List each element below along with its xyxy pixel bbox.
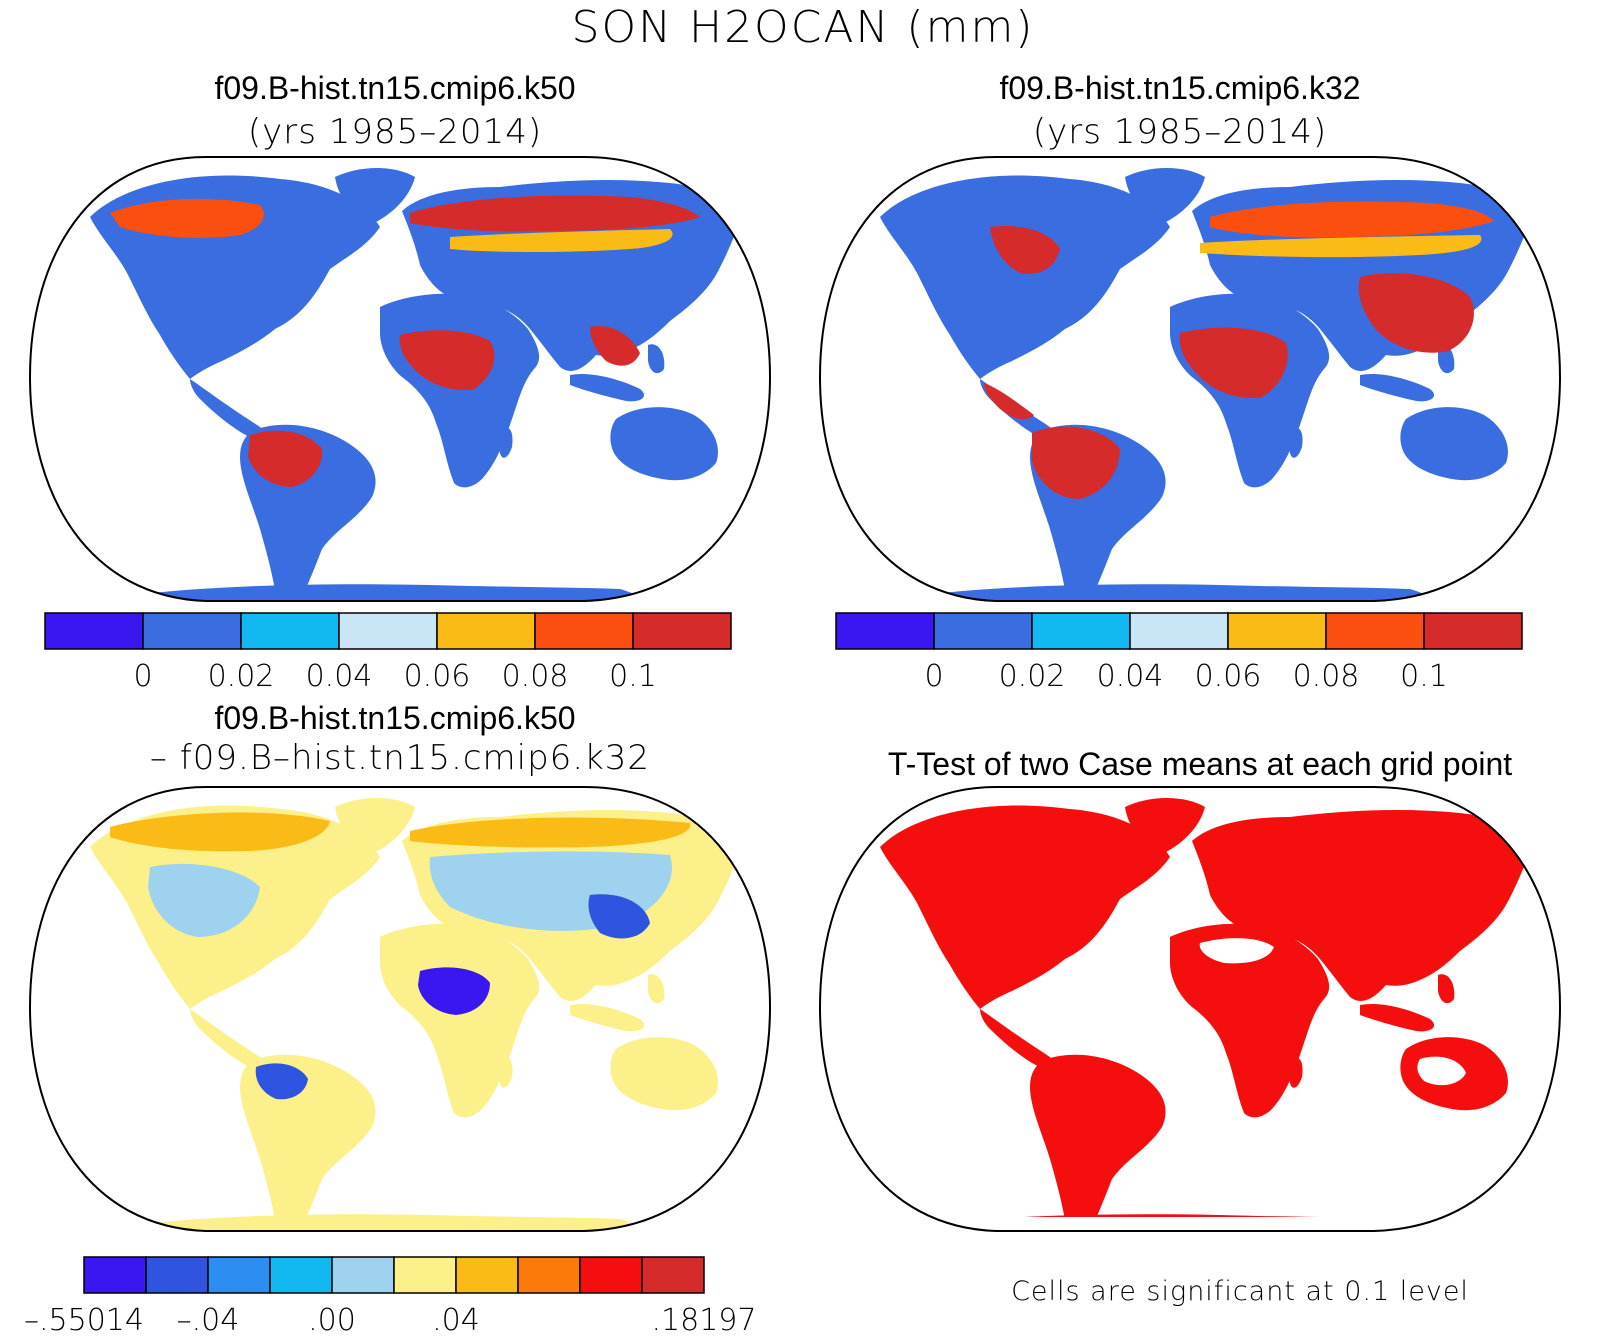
panel1-colorbar-swatch-4 xyxy=(436,612,536,650)
panel3-colorbar-swatch-3 xyxy=(269,1256,333,1294)
panel4-title: T-Test of two Case means at each grid po… xyxy=(887,746,1513,782)
panel3-colorbar-swatch-6 xyxy=(455,1256,519,1294)
panel1-colorbar-label-4: 0.08 xyxy=(502,659,569,694)
panel3-na-blue xyxy=(148,863,260,937)
panel2-eastern-na xyxy=(990,225,1060,274)
panel3-colorbar-label-2: .00 xyxy=(308,1303,356,1336)
panel3-colorbar-swatch-1 xyxy=(145,1256,209,1294)
figure-title: SON H2OCAN (mm) xyxy=(571,2,1035,53)
panel3-colorbar-swatch-8 xyxy=(579,1256,643,1294)
panel2-colorbar-label-4: 0.08 xyxy=(1293,659,1360,694)
panel1-colorbar-swatch-0 xyxy=(44,612,144,650)
panel3-north-amber xyxy=(110,812,330,852)
panel2-colorbar-label-1: 0.02 xyxy=(999,659,1066,694)
panel3-colorbar-label-0: –.55014 xyxy=(24,1303,144,1336)
panel3-colorbar-label-4: .18197 xyxy=(652,1303,757,1336)
panel3-map xyxy=(28,786,772,1232)
panel2-colorbar-swatch-1 xyxy=(933,612,1033,650)
panel2-colorbar-label-5: 0.1 xyxy=(1400,659,1448,694)
panel2-colorbar: 0 0.02 0.04 0.06 0.08 0.1 xyxy=(835,612,1523,694)
panel1-subtitle: (yrs 1985–2014) xyxy=(247,112,543,152)
panel3-colorbar-swatch-7 xyxy=(517,1256,581,1294)
panel3-colorbar-swatch-4 xyxy=(331,1256,395,1294)
panel1-colorbar: 0 0.02 0.04 0.06 0.08 0.1 xyxy=(44,612,732,694)
panel2-colorbar-swatch-5 xyxy=(1325,612,1425,650)
panel1-colorbar-label-1: 0.02 xyxy=(208,659,275,694)
panel1-colorbar-label-3: 0.06 xyxy=(404,659,471,694)
panel3-africa-dark xyxy=(418,967,490,1015)
panel1-colorbar-swatch-3 xyxy=(338,612,438,650)
panel4-australia-gap xyxy=(1417,1056,1466,1086)
panel1-title: f09.B-hist.tn15.cmip6.k50 xyxy=(214,70,576,106)
panel1-boreal-band xyxy=(410,195,700,232)
panel2-amber-band xyxy=(1200,235,1482,258)
panel1-colorbar-label-2: 0.04 xyxy=(306,659,373,694)
panel3-colorbar-label-3: .04 xyxy=(432,1303,480,1336)
panel3-colorbar-swatch-2 xyxy=(207,1256,271,1294)
panel3-amazon-dark xyxy=(255,1063,308,1100)
panel1-tropical-hotspot-amazon xyxy=(248,430,323,487)
panel3-colorbar-swatch-5 xyxy=(393,1256,457,1294)
panel2-colorbar-swatch-3 xyxy=(1129,612,1229,650)
panel3-subtitle: – f09.B–hist.tn15.cmip6.k32 xyxy=(149,738,651,778)
panel3-eurasia-amber xyxy=(410,817,691,848)
panel2-colorbar-label-0: 0 xyxy=(924,659,943,694)
panel2-tropical-hotspot-africa xyxy=(1179,327,1288,398)
panel3-china-blue xyxy=(588,894,650,939)
panel2-colorbar-swatch-6 xyxy=(1423,612,1523,650)
panel2-subtitle: (yrs 1985–2014) xyxy=(1032,112,1328,152)
panel4-map xyxy=(818,786,1562,1232)
panel2-central-am xyxy=(984,383,1034,420)
panel1-boreal-na xyxy=(110,198,264,238)
panel2-colorbar-swatch-0 xyxy=(835,612,935,650)
panel2-boreal-band xyxy=(1210,201,1494,238)
panel4-antarctica-gap xyxy=(930,1217,1450,1231)
panel1-tropical-hotspot-africa xyxy=(399,330,495,391)
panel2-map xyxy=(818,156,1562,602)
significance-note: Cells are significant at 0.1 level xyxy=(1011,1276,1469,1307)
panel1-colorbar-swatch-6 xyxy=(632,612,732,650)
panel3-colorbar-swatch-9 xyxy=(641,1256,705,1294)
panel2-colorbar-label-3: 0.06 xyxy=(1195,659,1262,694)
panel3-colorbar-label-1: –.04 xyxy=(177,1303,240,1336)
panel1-colorbar-swatch-1 xyxy=(142,612,242,650)
panel1-colorbar-label-0: 0 xyxy=(133,659,152,694)
panel2-tropical-hotspot-amazon xyxy=(1032,426,1120,499)
panel1-colorbar-swatch-5 xyxy=(534,612,634,650)
panel3-colorbar-swatch-0 xyxy=(83,1256,147,1294)
panel2-colorbar-label-2: 0.04 xyxy=(1097,659,1164,694)
panel1-colorbar-label-5: 0.1 xyxy=(609,659,657,694)
panel1-colorbar-swatch-2 xyxy=(240,612,340,650)
panel1-map xyxy=(28,156,772,602)
panel3-title: f09.B-hist.tn15.cmip6.k50 xyxy=(214,700,576,736)
panel3-colorbar: –.55014 –.04 .00 .04 .18197 xyxy=(24,1256,757,1336)
panel2-east-asia xyxy=(1358,273,1474,353)
panel2-colorbar-swatch-4 xyxy=(1227,612,1327,650)
panel2-colorbar-swatch-2 xyxy=(1031,612,1131,650)
panel2-title: f09.B-hist.tn15.cmip6.k32 xyxy=(999,70,1361,106)
panel1-seasia xyxy=(590,326,640,366)
panel1-amber-band xyxy=(450,229,673,252)
panel4-sahara-gap xyxy=(1199,938,1274,964)
